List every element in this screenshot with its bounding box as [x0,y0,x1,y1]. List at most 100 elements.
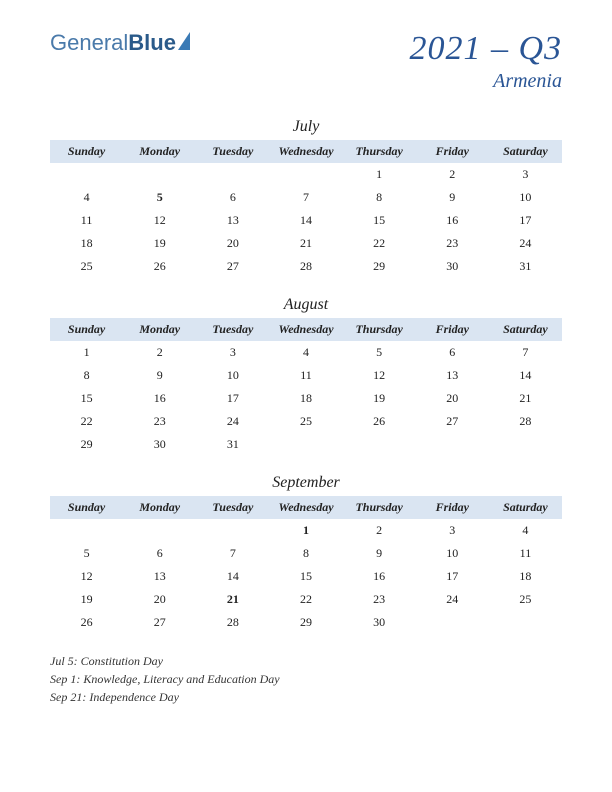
calendar-cell: 27 [416,410,489,433]
calendar-row: 2627282930 [50,611,562,634]
calendar-cell: 6 [123,542,196,565]
calendar-cell: 26 [50,611,123,634]
calendar-cell: 7 [489,341,562,364]
calendar-cell: 24 [196,410,269,433]
calendar-cell: 16 [343,565,416,588]
calendar-row: 15161718192021 [50,387,562,410]
calendar-cell: 9 [123,364,196,387]
calendar-cell: 12 [343,364,416,387]
calendar-cell: 11 [50,209,123,232]
calendar-cell [196,163,269,186]
calendar-cell: 6 [416,341,489,364]
calendar-row: 22232425262728 [50,410,562,433]
calendar-cell: 11 [489,542,562,565]
calendar-cell [269,433,342,456]
calendar-cell: 21 [196,588,269,611]
calendar-cell: 2 [123,341,196,364]
calendar-cell: 15 [50,387,123,410]
calendar-cell: 13 [416,364,489,387]
calendar-cell: 21 [489,387,562,410]
calendar-cell: 14 [269,209,342,232]
calendar-cell: 1 [50,341,123,364]
calendar-cell: 27 [196,255,269,278]
calendar-cell: 22 [269,588,342,611]
calendar-cell: 18 [269,387,342,410]
calendar-cell [343,433,416,456]
calendar-cell: 11 [269,364,342,387]
month-block: JulySundayMondayTuesdayWednesdayThursday… [50,118,562,278]
calendar-cell: 26 [123,255,196,278]
calendar-cell [416,433,489,456]
day-header: Tuesday [196,140,269,163]
calendar-cell: 13 [196,209,269,232]
calendar-cell: 4 [269,341,342,364]
calendar-cell: 16 [416,209,489,232]
calendar-cell: 13 [123,565,196,588]
calendar-cell: 5 [343,341,416,364]
calendar-cell [416,611,489,634]
calendar-cell: 15 [343,209,416,232]
day-header: Monday [123,318,196,341]
calendar-cell: 3 [196,341,269,364]
day-header: Friday [416,318,489,341]
day-header: Wednesday [269,318,342,341]
calendar-cell [269,163,342,186]
day-header: Friday [416,140,489,163]
calendar-row: 567891011 [50,542,562,565]
calendar-cell: 25 [50,255,123,278]
calendar-table: SundayMondayTuesdayWednesdayThursdayFrid… [50,140,562,278]
day-header: Friday [416,496,489,519]
calendar-cell: 12 [50,565,123,588]
calendar-cell: 28 [269,255,342,278]
calendar-row: 19202122232425 [50,588,562,611]
calendar-cell [489,433,562,456]
calendar-cell: 17 [489,209,562,232]
calendar-cell: 31 [489,255,562,278]
calendar-row: 1234567 [50,341,562,364]
calendar-cell: 23 [123,410,196,433]
calendar-row: 25262728293031 [50,255,562,278]
calendar-cell: 30 [416,255,489,278]
day-header: Wednesday [269,140,342,163]
calendar-cell [50,519,123,542]
calendar-cell: 28 [196,611,269,634]
calendar-cell: 7 [196,542,269,565]
calendar-cell [489,611,562,634]
calendar-cell: 24 [416,588,489,611]
month-block: SeptemberSundayMondayTuesdayWednesdayThu… [50,474,562,634]
country-title: Armenia [409,70,562,93]
calendar-cell: 14 [489,364,562,387]
calendar-cell: 19 [343,387,416,410]
holidays-list: Jul 5: Constitution DaySep 1: Knowledge,… [50,652,562,706]
title-block: 2021 – Q3 Armenia [409,30,562,93]
calendar-cell: 20 [123,588,196,611]
calendar-cell: 29 [269,611,342,634]
calendar-cell: 15 [269,565,342,588]
logo-triangle-icon [178,32,190,50]
calendar-cell: 21 [269,232,342,255]
day-header: Monday [123,140,196,163]
day-header: Monday [123,496,196,519]
day-header: Saturday [489,318,562,341]
calendar-cell: 1 [269,519,342,542]
calendar-cell: 2 [343,519,416,542]
calendar-cell: 6 [196,186,269,209]
calendars-container: JulySundayMondayTuesdayWednesdayThursday… [50,118,562,634]
calendar-cell [123,519,196,542]
calendar-row: 293031 [50,433,562,456]
day-header: Thursday [343,318,416,341]
day-header: Sunday [50,318,123,341]
calendar-cell: 26 [343,410,416,433]
logo: GeneralBlue [50,30,190,56]
calendar-cell: 19 [50,588,123,611]
calendar-cell: 29 [343,255,416,278]
calendar-table: SundayMondayTuesdayWednesdayThursdayFrid… [50,318,562,456]
calendar-cell: 7 [269,186,342,209]
month-block: AugustSundayMondayTuesdayWednesdayThursd… [50,296,562,456]
calendar-row: 123 [50,163,562,186]
calendar-cell: 14 [196,565,269,588]
calendar-cell: 17 [196,387,269,410]
calendar-cell: 22 [50,410,123,433]
calendar-cell: 30 [343,611,416,634]
calendar-cell: 19 [123,232,196,255]
